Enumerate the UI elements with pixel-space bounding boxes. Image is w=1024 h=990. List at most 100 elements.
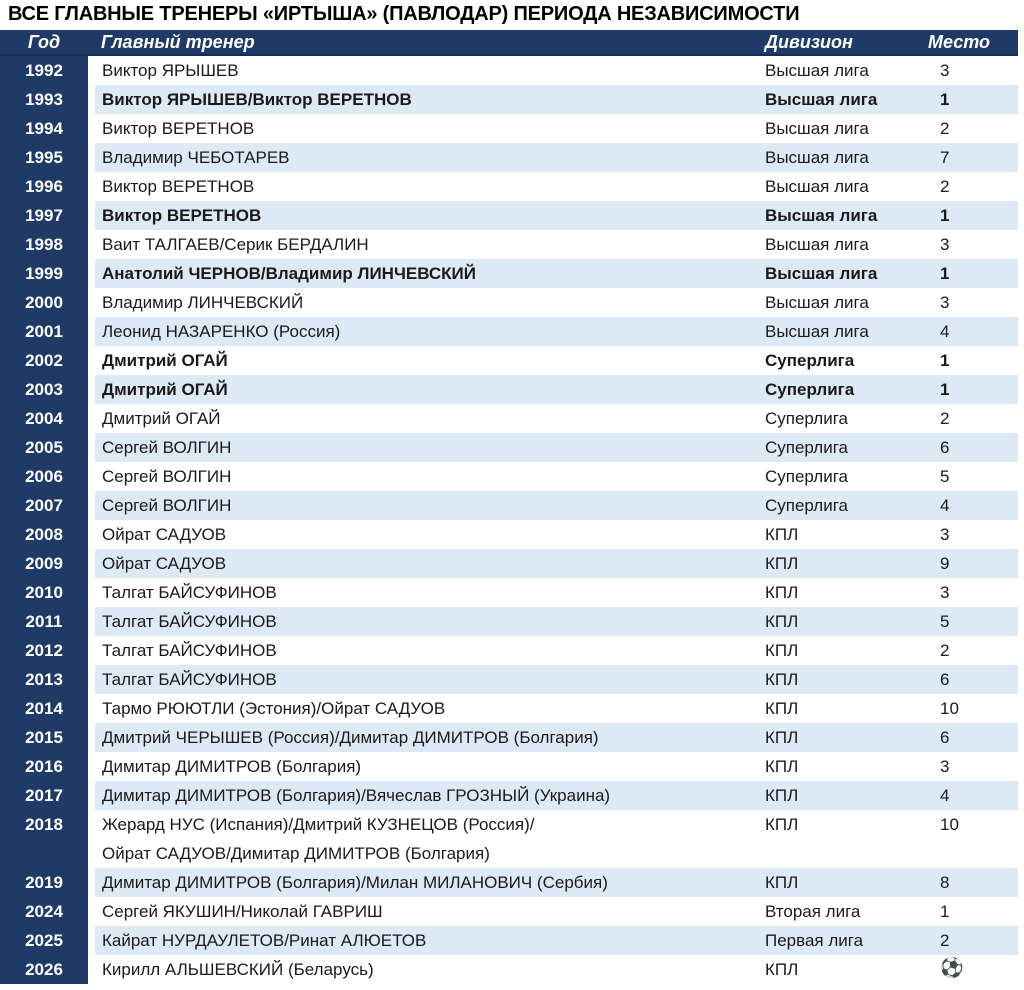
row-content: Виктор ЯРЫШЕВ Высшая лига 3: [95, 56, 1018, 85]
coach-cell: Дмитрий ОГАЙ: [102, 380, 228, 399]
year-cell: 2015: [0, 723, 88, 752]
table-row: 2003 Дмитрий ОГАЙ Суперлига 1: [0, 375, 1018, 404]
place-cell: 3: [940, 61, 950, 80]
place-cell: 9: [940, 554, 950, 573]
division-cell: Высшая лига: [765, 177, 869, 196]
table-body: 1992 Виктор ЯРЫШЕВ Высшая лига 3 1993 Ви…: [0, 56, 1018, 984]
table-row: 1996 Виктор ВЕРЕТНОВ Высшая лига 2: [0, 172, 1018, 201]
table-row: 2016 Димитар ДИМИТРОВ (Болгария) КПЛ 3: [0, 752, 1018, 781]
place-cell: 8: [940, 873, 950, 892]
place-cell: 2: [940, 119, 950, 138]
row-content: Виктор ВЕРЕТНОВ Высшая лига 1: [95, 201, 1018, 230]
place-cell: 10: [940, 815, 959, 834]
division-cell: КПЛ: [765, 699, 799, 718]
division-cell: Высшая лига: [765, 322, 869, 341]
division-cell: КПЛ: [765, 960, 799, 979]
row-content: Димитар ДИМИТРОВ (Болгария)/Вячеслав ГРО…: [95, 781, 1018, 810]
table-row: 2005 Сергей ВОЛГИН Суперлига 6: [0, 433, 1018, 462]
division-cell: КПЛ: [765, 815, 799, 834]
coach-cell: Сергей ЯКУШИН/Николай ГАВРИШ: [102, 902, 383, 921]
place-cell: 2: [940, 409, 950, 428]
row-content: Дмитрий ОГАЙ Суперлига 1: [95, 375, 1018, 404]
table-header-row: Год Главный тренер Дивизион Место: [0, 30, 1018, 56]
division-cell: КПЛ: [765, 757, 799, 776]
division-cell: Первая лига: [765, 931, 864, 950]
division-cell: Суперлига: [765, 351, 855, 370]
division-cell: Суперлига: [765, 467, 849, 486]
coach-cell: Ваит ТАЛГАЕВ/Серик БЕРДАЛИН: [102, 235, 369, 254]
table-row: 2001 Леонид НАЗАРЕНКО (Россия) Высшая ли…: [0, 317, 1018, 346]
place-cell: 2: [940, 177, 950, 196]
coach-cell: Кирилл АЛЬШЕВСКИЙ (Беларусь): [102, 960, 374, 979]
table-row: 2018 Жерард НУС (Испания)/Дмитрий КУЗНЕЦ…: [0, 810, 1018, 868]
coach-cell: Талгат БАЙСУФИНОВ: [102, 641, 277, 660]
place-cell: 4: [940, 496, 950, 515]
year-cell: 1993: [0, 85, 88, 114]
row-content: Сергей ЯКУШИН/Николай ГАВРИШ Вторая лига…: [95, 897, 1018, 926]
row-content: Виктор ВЕРЕТНОВ Высшая лига 2: [95, 114, 1018, 143]
division-cell: КПЛ: [765, 728, 799, 747]
row-content: Жерард НУС (Испания)/Дмитрий КУЗНЕЦОВ (Р…: [95, 810, 1018, 868]
division-cell: Суперлига: [765, 496, 849, 515]
row-content: Дмитрий ОГАЙ Суперлига 1: [95, 346, 1018, 375]
place-cell: 5: [940, 467, 950, 486]
year-cell: 2010: [0, 578, 88, 607]
table-row: 1994 Виктор ВЕРЕТНОВ Высшая лига 2: [0, 114, 1018, 143]
year-cell: 2001: [0, 317, 88, 346]
coach-cell: Талгат БАЙСУФИНОВ: [102, 583, 277, 602]
place-cell: 7: [940, 148, 950, 167]
division-cell: КПЛ: [765, 786, 799, 805]
coach-cell: Димитар ДИМИТРОВ (Болгария): [102, 757, 362, 776]
row-content: Талгат БАЙСУФИНОВ КПЛ 3: [95, 578, 1018, 607]
place-cell: 5: [940, 612, 950, 631]
year-cell: 1995: [0, 143, 88, 172]
division-cell: Высшая лига: [765, 264, 878, 283]
place-cell: 2: [940, 641, 950, 660]
coach-cell: Ойрат САДУОВ: [102, 525, 227, 544]
place-cell: 3: [940, 583, 950, 602]
year-cell: 1997: [0, 201, 88, 230]
row-content: Сергей ВОЛГИН Суперлига 4: [95, 491, 1018, 520]
coach-cell: Сергей ВОЛГИН: [102, 467, 232, 486]
coach-cell: Виктор ЯРЫШЕВ: [102, 61, 239, 80]
year-cell: 2019: [0, 868, 88, 897]
division-cell: Высшая лига: [765, 90, 878, 109]
row-content: Димитар ДИМИТРОВ (Болгария) КПЛ 3: [95, 752, 1018, 781]
table-row: 2006 Сергей ВОЛГИН Суперлига 5: [0, 462, 1018, 491]
table-row: 2026 Кирилл АЛЬШЕВСКИЙ (Беларусь) КПЛ ⚽: [0, 955, 1018, 984]
row-content: Владимир ЧЕБОТАРЕВ Высшая лига 7: [95, 143, 1018, 172]
table-row: 2000 Владимир ЛИНЧЕВСКИЙ Высшая лига 3: [0, 288, 1018, 317]
place-cell: 2: [940, 931, 950, 950]
place-cell: 3: [940, 525, 950, 544]
coach-cell: Талгат БАЙСУФИНОВ: [102, 612, 277, 631]
coach-cell: Виктор ЯРЫШЕВ/Виктор ВЕРЕТНОВ: [102, 90, 412, 109]
column-header-year: Год: [27, 31, 61, 52]
row-content: Кайрат НУРДАУЛЕТОВ/Ринат АЛЮЕТОВ Первая …: [95, 926, 1018, 955]
year-cell: 1994: [0, 114, 88, 143]
coach-cell: Анатолий ЧЕРНОВ/Владимир ЛИНЧЕВСКИЙ: [102, 264, 476, 283]
place-cell: 6: [940, 438, 950, 457]
page-title: ВСЕ ГЛАВНЫЕ ТРЕНЕРЫ «ИРТЫША» (ПАВЛОДАР) …: [8, 3, 800, 25]
year-cell: 2026: [0, 955, 88, 984]
year-cell: 2018: [0, 810, 88, 868]
place-cell: 1: [940, 264, 950, 283]
year-cell: 1999: [0, 259, 88, 288]
division-cell: Суперлига: [765, 409, 849, 428]
coach-cell: Димитар ДИМИТРОВ (Болгария)/Милан МИЛАНО…: [102, 873, 608, 892]
row-content: Дмитрий ОГАЙ Суперлига 2: [95, 404, 1018, 433]
coach-cell: Владимир ЛИНЧЕВСКИЙ: [102, 293, 304, 312]
column-header-coach: Главный тренер: [101, 31, 255, 52]
division-cell: КПЛ: [765, 583, 799, 602]
division-cell: Вторая лига: [765, 902, 861, 921]
place-cell: 1: [940, 902, 950, 921]
year-cell: 2017: [0, 781, 88, 810]
year-cell: 2005: [0, 433, 88, 462]
division-cell: Высшая лига: [765, 206, 878, 225]
table-row: 2017 Димитар ДИМИТРОВ (Болгария)/Вячесла…: [0, 781, 1018, 810]
division-cell: КПЛ: [765, 612, 799, 631]
table-row: 2011 Талгат БАЙСУФИНОВ КПЛ 5: [0, 607, 1018, 636]
division-cell: КПЛ: [765, 554, 799, 573]
table-row: 2019 Димитар ДИМИТРОВ (Болгария)/Милан М…: [0, 868, 1018, 897]
year-cell: 2000: [0, 288, 88, 317]
place-cell: 4: [940, 786, 950, 805]
